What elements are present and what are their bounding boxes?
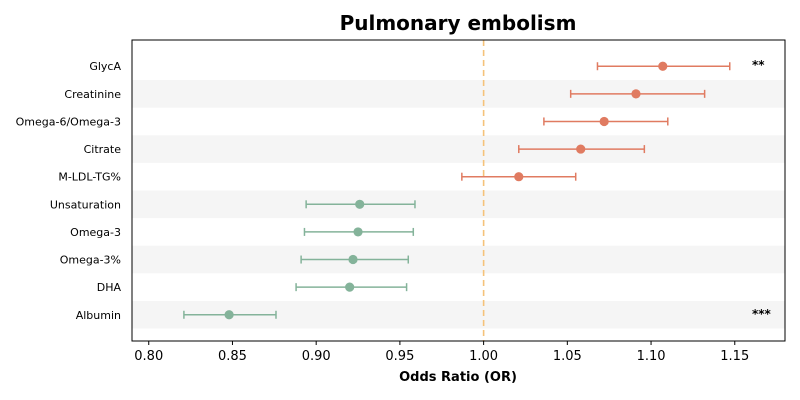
point-estimate <box>576 144 586 154</box>
row-dha <box>295 282 408 292</box>
x-tick-label: 1.05 <box>553 349 582 364</box>
row-glyca: ** <box>596 58 765 72</box>
row-omega-3- <box>300 254 410 265</box>
point-estimate <box>599 116 609 127</box>
x-tick-label: 1.15 <box>720 349 749 364</box>
data-marks: ***** <box>183 58 772 321</box>
category-label: GlycA <box>89 60 121 73</box>
row-unsaturation <box>305 199 416 209</box>
x-tick-label: 0.95 <box>385 349 414 364</box>
category-label: DHA <box>97 281 122 294</box>
point-estimate <box>345 282 355 292</box>
x-axis-ticks: 0.80 0.85 0.90 0.95 1.00 1.05 1.10 1.15 <box>134 341 749 364</box>
point-estimate <box>353 227 363 237</box>
category-label: Omega-6/Omega-3 <box>16 115 121 128</box>
point-estimate <box>514 172 524 182</box>
category-label: Citrate <box>84 143 122 156</box>
category-label: Albumin <box>76 309 121 322</box>
point-estimate <box>355 199 365 209</box>
category-label: Omega-3 <box>70 226 121 239</box>
x-tick-label: 0.90 <box>302 349 331 364</box>
row-omega-3 <box>303 227 415 237</box>
x-tick-label: 1.00 <box>469 349 498 364</box>
x-tick-label: 0.85 <box>218 349 247 364</box>
chart-title: Pulmonary embolism <box>340 11 577 35</box>
x-tick-label: 0.80 <box>134 349 163 364</box>
row-omega-6-omega-3 <box>543 116 669 127</box>
x-tick-label: 1.10 <box>637 349 666 364</box>
point-estimate <box>348 254 358 265</box>
row-creatinine <box>569 89 706 99</box>
category-label: Omega-3% <box>60 254 121 267</box>
significance-label: *** <box>752 307 772 321</box>
category-label: M-LDL-TG% <box>58 171 121 184</box>
row-bands <box>132 80 785 329</box>
point-estimate <box>631 89 641 99</box>
category-label: Unsaturation <box>50 198 121 211</box>
point-estimate <box>224 310 234 320</box>
row-band <box>132 135 785 163</box>
row-band <box>132 190 785 219</box>
significance-label: ** <box>752 58 765 72</box>
plot-frame <box>131 39 786 342</box>
row-citrate <box>518 144 646 154</box>
row-m-ldl-tg- <box>461 172 577 182</box>
x-axis-label: Odds Ratio (OR) <box>399 370 517 385</box>
row-albumin: *** <box>183 307 772 321</box>
row-band <box>132 245 785 274</box>
category-label: Creatinine <box>64 88 121 101</box>
category-labels: GlycA Creatinine Omega-6/Omega-3 Citrate M-L… <box>16 60 122 322</box>
point-estimate <box>658 61 668 71</box>
